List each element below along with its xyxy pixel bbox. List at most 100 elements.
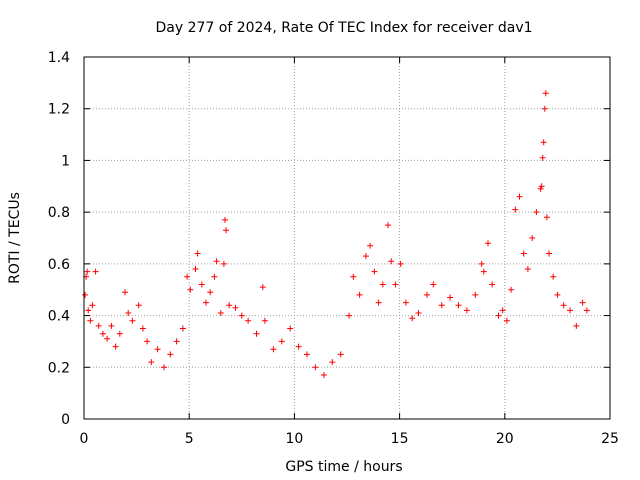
roti-point [508, 286, 515, 293]
plot-border [83, 56, 611, 420]
roti-point [122, 289, 128, 296]
roti-point [226, 302, 233, 309]
roti-point [161, 364, 167, 371]
roti-point [295, 343, 302, 350]
roti-point [447, 294, 454, 301]
roti-point [424, 291, 430, 298]
roti-point [367, 242, 374, 249]
roti-point [89, 302, 96, 309]
y-tick-label: 0.2 [48, 360, 70, 376]
roti-point [385, 222, 391, 229]
roti-point [567, 307, 573, 314]
roti-point [85, 307, 92, 314]
roti-point [194, 250, 201, 257]
roti-point [187, 286, 194, 293]
roti-point [179, 325, 186, 332]
roti-point [350, 273, 357, 280]
roti-point [217, 310, 224, 316]
roti-point [245, 317, 252, 324]
roti-point [211, 273, 218, 280]
roti-point [92, 268, 99, 275]
roti-point [472, 291, 479, 298]
roti-point [304, 351, 310, 358]
roti-point [546, 250, 552, 257]
roti-point [463, 307, 470, 314]
roti-point [192, 266, 199, 272]
roti-point [116, 330, 123, 337]
y-tick-label: 1.2 [48, 102, 70, 118]
roti-point [520, 250, 527, 257]
roti-point [125, 310, 132, 316]
roti-point [270, 346, 277, 353]
roti-point [533, 209, 540, 216]
roti-point [87, 317, 94, 324]
y-tick-label: 0.8 [48, 205, 70, 221]
roti-point [478, 260, 485, 267]
roti-point [82, 291, 89, 298]
roti-point [537, 185, 544, 192]
roti-point [198, 281, 205, 288]
roti-point [154, 346, 161, 353]
y-tick-label: 1.4 [48, 50, 70, 66]
roti-point [223, 227, 229, 234]
roti-point [489, 281, 496, 288]
data-points [82, 90, 590, 378]
roti-point [238, 312, 245, 319]
roti-point [512, 206, 519, 213]
roti-point [560, 302, 567, 309]
roti-point [388, 258, 395, 265]
roti-point [278, 338, 285, 345]
roti-point [485, 240, 491, 247]
roti-point [397, 260, 404, 267]
y-tick-label: 1 [61, 153, 70, 169]
x-tick-label: 5 [185, 431, 194, 447]
roti-point [287, 325, 294, 332]
roti-point [573, 322, 580, 329]
roti-point [312, 364, 319, 371]
roti-point [148, 359, 155, 366]
roti-point [337, 351, 344, 358]
roti-point [184, 273, 191, 280]
roti-point [495, 312, 502, 319]
roti-point [139, 325, 146, 332]
y-tick-label: 0 [61, 412, 70, 428]
roti-point [144, 338, 151, 345]
axis-ticks: 0 5 10 15 20 25 0 0.2 0.4 0.6 0.8 1 1.2 1.4 [48, 50, 619, 447]
chart-title: Day 277 of 2024, Rate Of TEC Index for r… [155, 20, 532, 36]
roti-point [499, 307, 506, 314]
roti-point [540, 139, 547, 146]
roti-point [392, 281, 399, 288]
roti-point [259, 284, 266, 291]
x-tick-label: 0 [80, 431, 89, 447]
roti-point [135, 302, 142, 309]
roti-point [203, 299, 209, 306]
roti-point [402, 299, 409, 306]
roti-point [320, 372, 327, 378]
roti-point [84, 268, 91, 275]
roti-point [455, 302, 462, 309]
roti-point [554, 291, 561, 298]
roti-point [108, 322, 115, 329]
roti-point [542, 90, 549, 97]
roti-point [538, 183, 545, 190]
roti-point [516, 193, 523, 200]
roti-point [583, 307, 590, 314]
roti-point [541, 105, 548, 112]
roti-point [95, 322, 102, 329]
grid [84, 57, 610, 419]
x-tick-label: 25 [601, 431, 619, 447]
roti-point [438, 302, 445, 309]
roti-point [579, 299, 586, 306]
roti-point [362, 253, 369, 260]
roti-point [99, 330, 106, 337]
roti-point [539, 154, 546, 161]
roti-point [524, 266, 531, 272]
x-tick-label: 10 [285, 431, 303, 447]
roti-point [356, 291, 363, 298]
roti-point [220, 260, 227, 267]
roti-point [550, 273, 557, 280]
roti-point [529, 235, 536, 241]
roti-point [222, 216, 228, 223]
roti-point [232, 304, 239, 311]
